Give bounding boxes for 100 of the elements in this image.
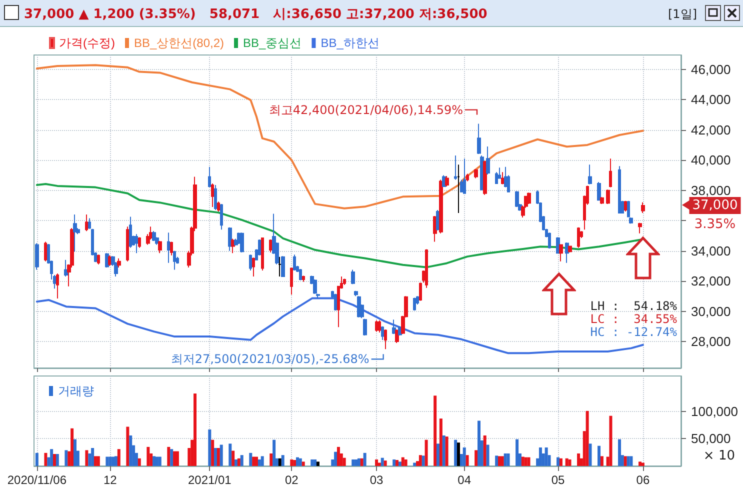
candlestick: [35, 242, 39, 270]
candlestick: [249, 254, 252, 271]
annotation: LC : 34.55%: [590, 312, 678, 326]
bar: [363, 452, 366, 466]
candlestick: [606, 189, 610, 204]
bar: [73, 439, 76, 466]
candlestick: [173, 250, 176, 270]
bar: [500, 456, 504, 466]
annotation: 최고42,400(2021/04/06),14.59%: [268, 102, 463, 117]
candlestick: [457, 164, 460, 214]
candlestick: [568, 246, 572, 253]
candlestick: [392, 319, 396, 334]
candlestick: [565, 242, 569, 264]
bar: [630, 456, 633, 466]
bar: [352, 459, 355, 466]
bar: [445, 436, 448, 466]
bar: [138, 458, 141, 466]
annotation: 최저27,500(2021/03/05),-25.68%: [170, 352, 370, 366]
candlestick: [290, 268, 293, 296]
bar: [439, 418, 442, 466]
bar: [559, 458, 562, 466]
bar: [255, 456, 258, 466]
bar: [396, 460, 399, 466]
candlestick: [588, 164, 592, 185]
candlestick: [483, 160, 487, 196]
bar: [296, 457, 299, 466]
bar: [454, 440, 458, 466]
bar: [85, 450, 88, 466]
bar: [474, 450, 478, 466]
candlestick: [454, 155, 457, 180]
candlestick: [240, 232, 244, 253]
candlestick: [548, 232, 551, 250]
candlestick: [609, 158, 612, 188]
bar: [360, 458, 364, 466]
bar: [70, 428, 74, 466]
candlestick: [211, 183, 214, 208]
bar: [94, 456, 97, 466]
bar: [375, 459, 378, 466]
bar: [384, 460, 387, 466]
bar: [50, 449, 54, 466]
y-tick-label: 32,000: [691, 274, 731, 289]
y-tick-label: 40,000: [691, 152, 731, 168]
bar: [114, 456, 118, 466]
bar: [598, 446, 601, 466]
candlestick: [351, 269, 355, 285]
x-tick-label: 02: [284, 473, 299, 487]
bar: [281, 455, 284, 466]
candlestick: [486, 146, 490, 175]
line-series: [36, 64, 644, 210]
candlestick: [293, 254, 296, 271]
y-tick-label: 30,000: [691, 304, 731, 319]
bar: [252, 456, 256, 466]
candlestick: [214, 184, 217, 210]
bar: [167, 446, 170, 466]
bar: [392, 459, 396, 466]
bar: [401, 457, 404, 466]
bar: [342, 458, 346, 466]
y-tick-label: 50,000: [691, 431, 731, 446]
y-tick-label: 38,000: [691, 182, 731, 198]
bar: [424, 440, 428, 466]
candlestick: [152, 230, 156, 242]
candlestick: [559, 244, 563, 262]
candlestick: [477, 123, 481, 155]
bar: [228, 444, 232, 466]
candlestick: [56, 272, 59, 299]
x-tick-label: 12: [103, 473, 118, 487]
text: 37,000: [692, 198, 738, 213]
bar: [214, 448, 218, 466]
candlestick: [466, 173, 469, 182]
y-axis-title: × 10: [703, 448, 735, 464]
bar: [521, 456, 524, 466]
candlestick: [299, 268, 302, 281]
bar: [52, 454, 56, 466]
candlestick: [138, 236, 141, 248]
candlestick: [313, 279, 317, 294]
candlestick: [261, 237, 264, 271]
y-tick-label: 46,000: [691, 62, 731, 77]
bar: [527, 457, 530, 466]
bar: [568, 459, 572, 466]
candlestick: [167, 232, 170, 264]
bar: [170, 449, 174, 466]
candlestick: [208, 166, 211, 188]
bar: [260, 456, 264, 466]
bar: [442, 435, 446, 466]
bar: [314, 459, 317, 466]
bar: [290, 459, 294, 466]
bar: [35, 452, 38, 466]
candlestick: [381, 326, 384, 341]
bar: [173, 451, 176, 466]
bar: [176, 451, 179, 466]
bar: [298, 458, 302, 466]
bar: [194, 393, 197, 466]
bar: [422, 456, 425, 466]
candlestick: [439, 179, 443, 234]
legend-label: 가격(수정): [59, 36, 115, 50]
candlestick: [395, 328, 399, 344]
bar: [556, 457, 560, 466]
x-tick-label: 06: [636, 473, 650, 487]
x-tick-label: 2020/11/06: [7, 473, 67, 487]
candlestick: [425, 248, 428, 288]
